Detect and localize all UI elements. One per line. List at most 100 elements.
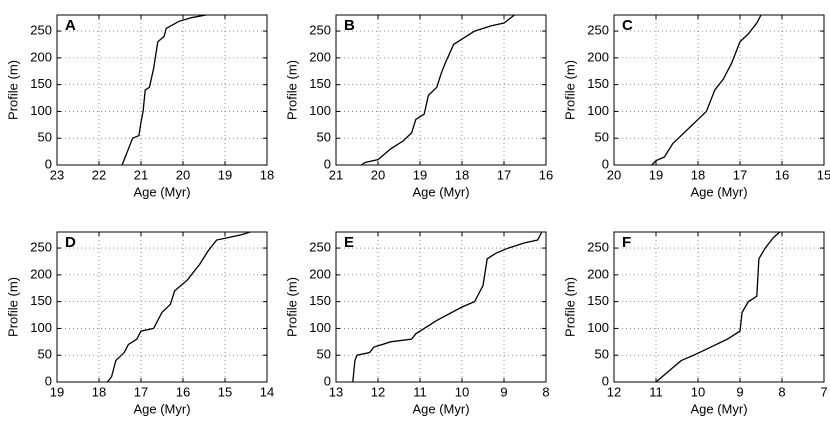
y-tick-label: 0 [45, 156, 52, 171]
y-tick-label: 250 [30, 23, 52, 38]
y-tick-label: 100 [587, 320, 609, 335]
y-tick-label: 0 [45, 373, 52, 388]
x-tick-label: 18 [260, 167, 274, 182]
x-tick-label: 19 [50, 384, 64, 399]
x-tick-label: 20 [607, 167, 621, 182]
plot-frame [335, 14, 547, 166]
x-tick-label: 11 [649, 384, 663, 399]
x-tick-label: 17 [134, 384, 148, 399]
y-tick-label: 100 [309, 103, 331, 118]
x-tick-label: 17 [733, 167, 747, 182]
x-tick-label: 18 [92, 384, 106, 399]
y-tick-label: 50 [38, 130, 52, 145]
x-axis-label: Age (Myr) [412, 184, 469, 199]
x-axis-label: Age (Myr) [133, 184, 190, 199]
panel-title: E [344, 234, 354, 251]
y-tick-label: 100 [587, 103, 609, 118]
panel-title: D [65, 234, 76, 251]
y-tick-label: 50 [595, 130, 609, 145]
x-tick-label: 16 [539, 167, 553, 182]
x-axis-label: Age (Myr) [690, 401, 747, 416]
y-tick-label: 250 [309, 23, 331, 38]
x-tick-label: 12 [607, 384, 621, 399]
y-tick-label: 100 [30, 103, 52, 118]
x-tick-label: 16 [775, 167, 789, 182]
y-tick-label: 200 [309, 49, 331, 64]
x-tick-label: 10 [455, 384, 469, 399]
y-axis-label: Profile (m) [562, 60, 577, 120]
data-line [106, 231, 251, 383]
y-tick-label: 0 [324, 156, 331, 171]
y-tick-label: 150 [30, 293, 52, 308]
plot-frame [335, 231, 547, 383]
x-tick-label: 12 [371, 384, 385, 399]
data-line [352, 231, 543, 383]
x-tick-label: 19 [218, 167, 232, 182]
plot-frame [56, 14, 268, 166]
x-tick-label: 9 [500, 384, 507, 399]
x-tick-label: 18 [691, 167, 705, 182]
y-tick-label: 250 [587, 240, 609, 255]
y-tick-label: 0 [602, 156, 609, 171]
y-tick-label: 150 [309, 76, 331, 91]
plot-frame [56, 231, 268, 383]
y-tick-label: 150 [587, 76, 609, 91]
y-tick-label: 200 [30, 49, 52, 64]
y-tick-label: 50 [595, 347, 609, 362]
x-tick-label: 8 [778, 384, 785, 399]
y-axis-label: Profile (m) [5, 277, 20, 337]
x-tick-label: 19 [413, 167, 427, 182]
x-tick-label: 16 [176, 384, 190, 399]
x-tick-label: 8 [542, 384, 549, 399]
y-tick-label: 250 [587, 23, 609, 38]
y-tick-label: 200 [30, 266, 52, 281]
y-axis-label: Profile (m) [5, 60, 20, 120]
y-tick-label: 200 [587, 266, 609, 281]
plot-frame [613, 14, 825, 166]
y-tick-label: 150 [587, 293, 609, 308]
x-axis-label: Age (Myr) [690, 184, 747, 199]
y-tick-label: 150 [309, 293, 331, 308]
y-tick-label: 50 [38, 347, 52, 362]
plot-frame [613, 231, 825, 383]
x-tick-label: 15 [218, 384, 232, 399]
y-tick-label: 250 [30, 240, 52, 255]
x-tick-label: 11 [413, 384, 427, 399]
x-tick-label: 15 [817, 167, 830, 182]
panel-title: F [622, 234, 631, 251]
x-tick-label: 9 [736, 384, 743, 399]
data-line [655, 231, 781, 383]
y-tick-label: 0 [602, 373, 609, 388]
x-axis-label: Age (Myr) [412, 401, 469, 416]
x-axis-label: Age (Myr) [133, 401, 190, 416]
x-tick-label: 10 [691, 384, 705, 399]
x-tick-label: 23 [50, 167, 64, 182]
x-tick-label: 14 [260, 384, 274, 399]
panel-title: C [622, 17, 633, 34]
y-tick-label: 0 [324, 373, 331, 388]
x-tick-label: 20 [176, 167, 190, 182]
x-tick-label: 21 [329, 167, 343, 182]
y-tick-label: 100 [30, 320, 52, 335]
y-tick-label: 100 [309, 320, 331, 335]
y-tick-label: 250 [309, 240, 331, 255]
x-tick-label: 20 [371, 167, 385, 182]
y-axis-label: Profile (m) [284, 60, 299, 120]
y-tick-label: 200 [309, 266, 331, 281]
x-tick-label: 19 [649, 167, 663, 182]
y-axis-label: Profile (m) [562, 277, 577, 337]
y-tick-label: 150 [30, 76, 52, 91]
y-tick-label: 200 [587, 49, 609, 64]
panel-title: A [65, 17, 76, 34]
data-line [121, 14, 207, 166]
x-tick-label: 7 [820, 384, 827, 399]
data-line [360, 14, 515, 166]
x-tick-label: 21 [134, 167, 148, 182]
panel-title: B [344, 17, 355, 34]
y-tick-label: 50 [317, 130, 331, 145]
x-tick-label: 18 [455, 167, 469, 182]
x-tick-label: 17 [497, 167, 511, 182]
y-tick-label: 50 [317, 347, 331, 362]
y-axis-label: Profile (m) [284, 277, 299, 337]
